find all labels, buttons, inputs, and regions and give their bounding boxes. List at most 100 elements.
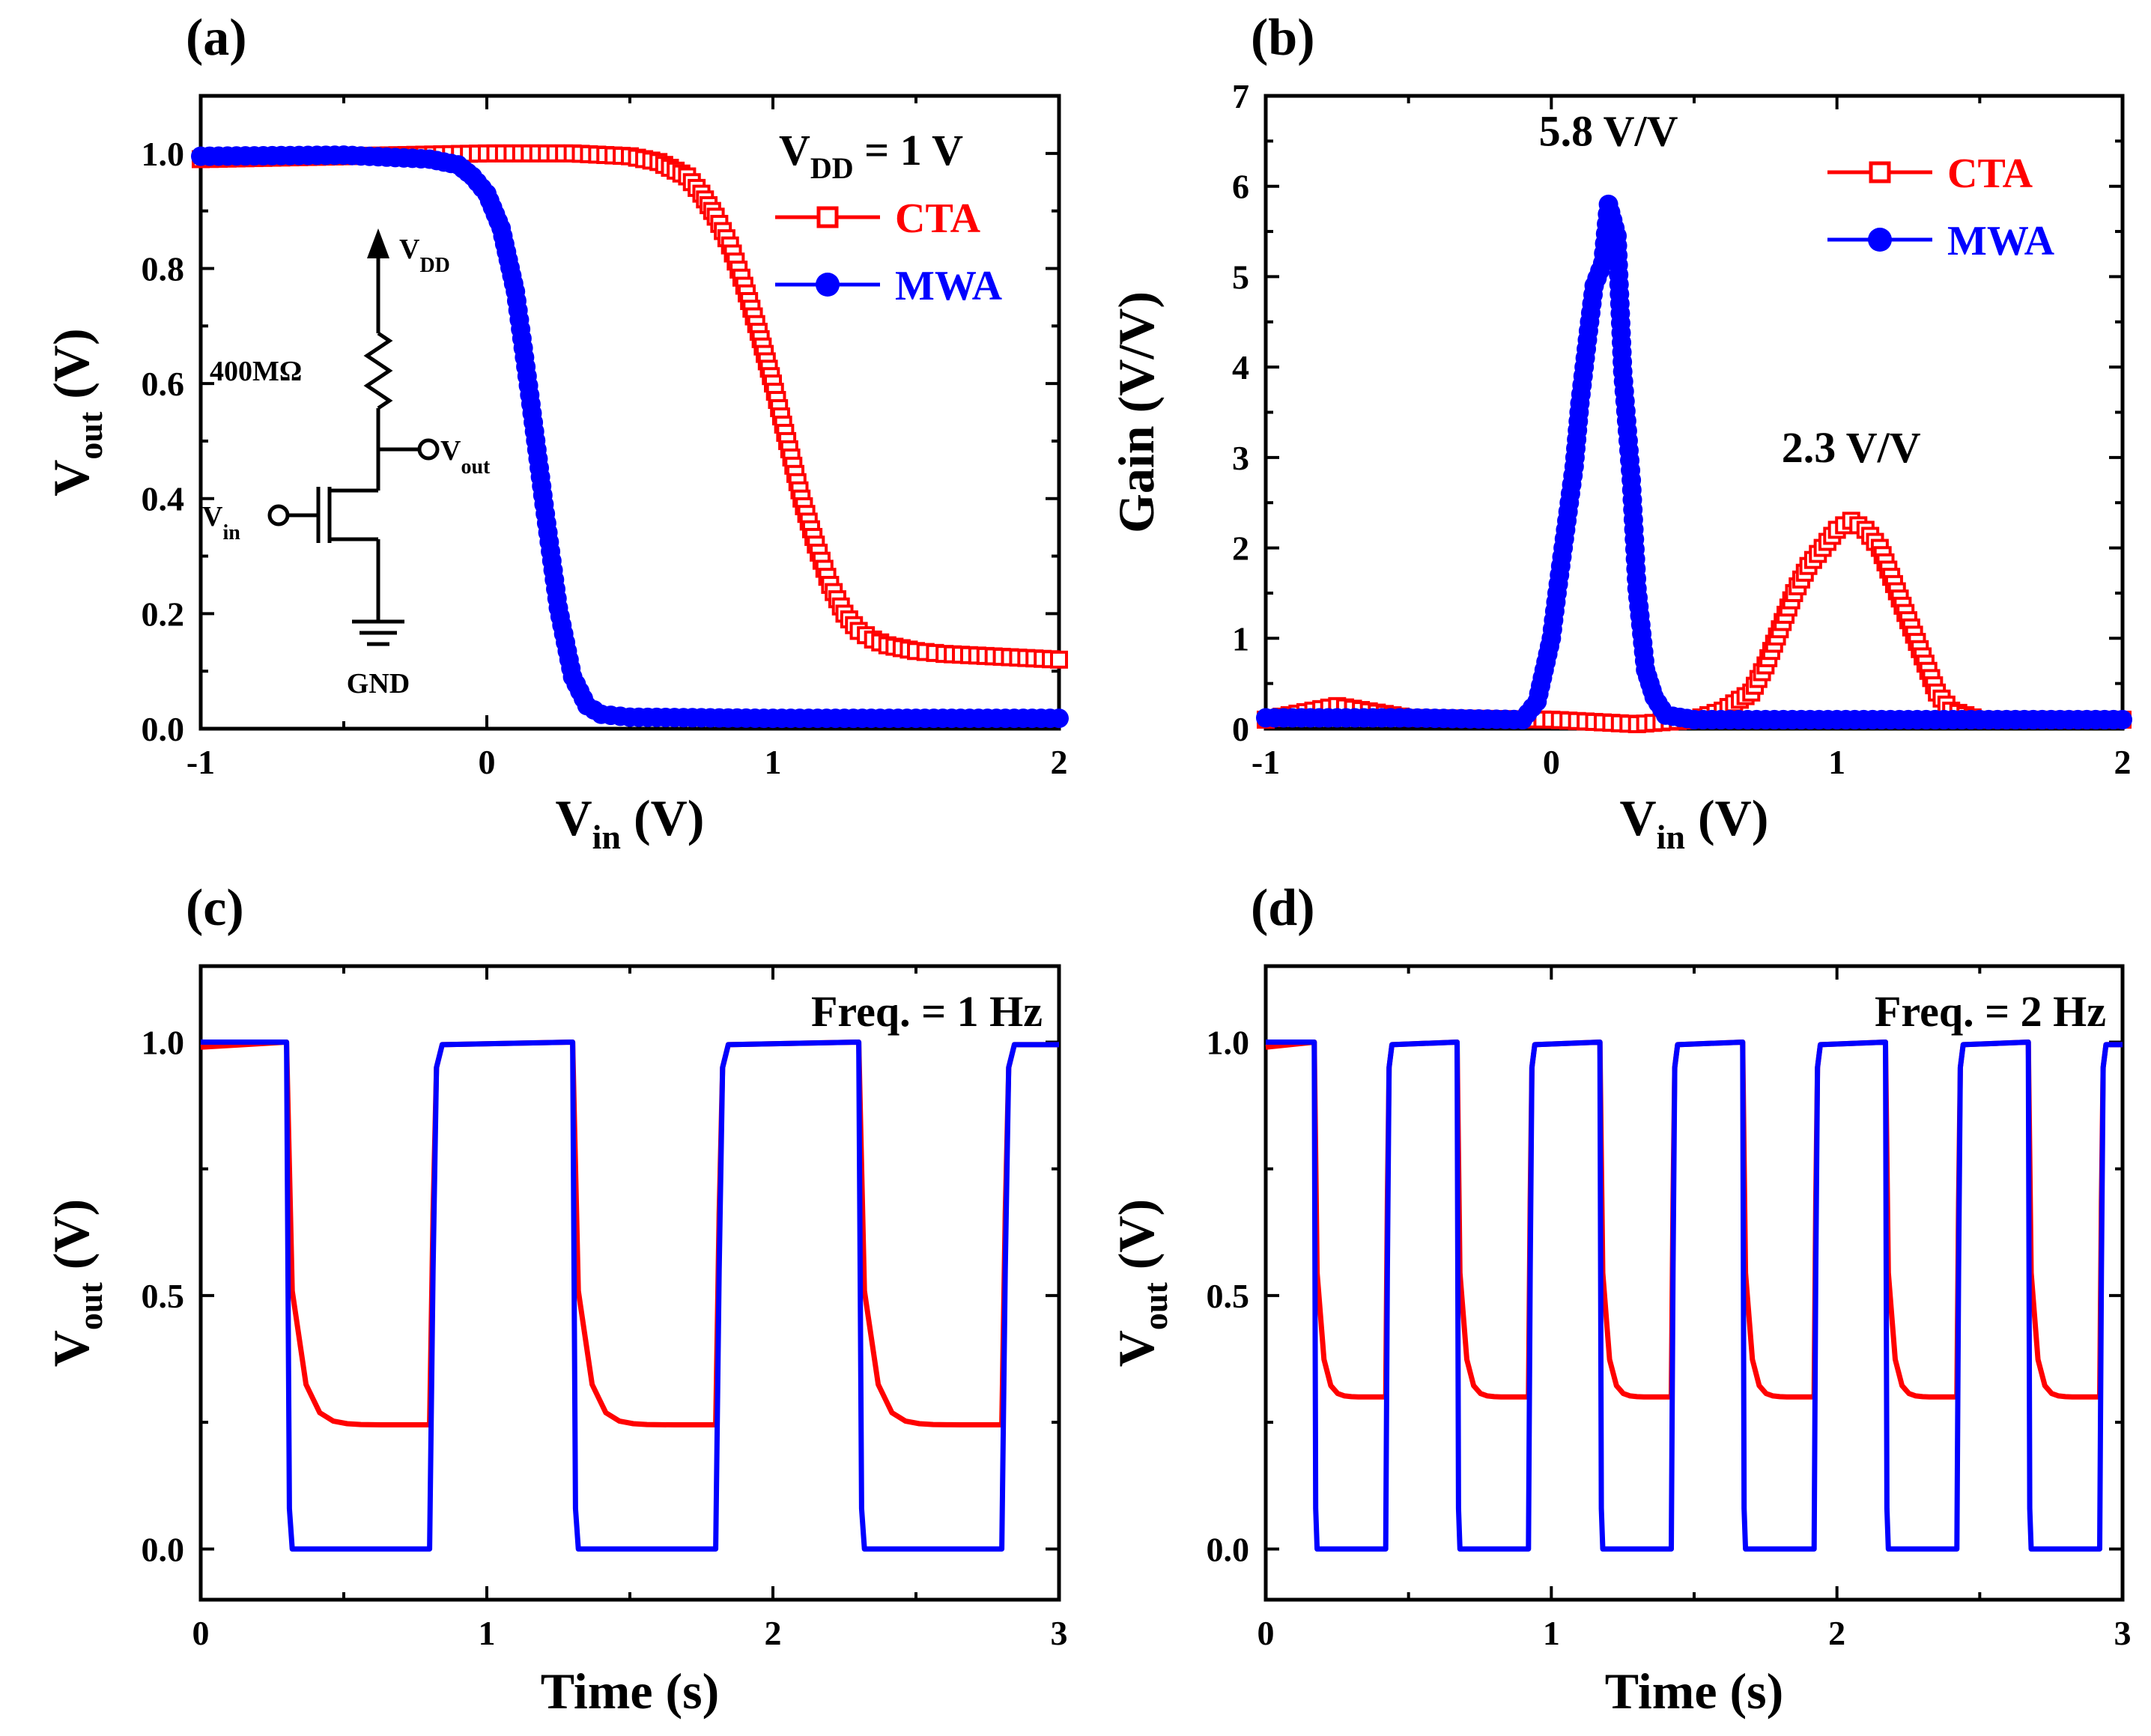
resistor-icon <box>363 331 393 410</box>
y-tick-label: 0.0 <box>1207 1530 1250 1568</box>
y-axis-title-sub: out <box>71 1282 109 1331</box>
series-line-cta <box>200 1040 1059 1427</box>
series-line-mwa <box>201 1040 1059 1552</box>
y-axis-title-group: Gain (V/V) <box>1108 291 1165 533</box>
resistor-label: 400MΩ <box>210 356 302 387</box>
x-tick-label: 1 <box>1543 1614 1560 1652</box>
y-tick-label: 0.6 <box>142 365 185 403</box>
y-tick-label: 0.5 <box>1207 1277 1250 1315</box>
series-group-c <box>200 1040 1059 1552</box>
x-tick-label: 1 <box>1828 743 1845 781</box>
x-axis-title-main: V <box>556 789 592 846</box>
legend-label-mwa: MWA <box>1947 218 2055 264</box>
vout-label-main: V <box>440 435 461 467</box>
y-tick-label: 0.4 <box>142 480 185 518</box>
y-tick-label: 7 <box>1232 77 1249 115</box>
panel-d: 0 1 2 3 0.0 0.5 1.0 (d) Time (s) Vout (V) Freq. = … <box>1108 879 2132 1720</box>
y-tick-label: 6 <box>1232 168 1249 206</box>
panel-label: (d) <box>1251 879 1315 937</box>
y-tick-label: 3 <box>1232 439 1249 477</box>
y-tick-label: 1.0 <box>1207 1024 1250 1062</box>
peak-annotation-mwa: 5.8 V/V <box>1539 106 1678 155</box>
y-axis-title-sub: out <box>1136 1282 1174 1331</box>
x-tick-label: -1 <box>186 743 215 781</box>
y-axis-title-rest: (V) <box>43 1199 100 1282</box>
x-axis-title: Time (s) <box>1605 1663 1784 1720</box>
plot-frame <box>198 964 1061 1602</box>
vin-label-main: V <box>202 501 223 532</box>
x-tick-label: -1 <box>1252 743 1280 781</box>
x-tick-label: 3 <box>1051 1614 1068 1652</box>
x-tick-label: 1 <box>479 1614 496 1652</box>
legend-marker-cta <box>1869 161 1891 183</box>
y-axis-title: Vout (V) <box>1108 1199 1174 1367</box>
y-axis-title: Gain (V/V) <box>1108 291 1165 533</box>
vout-label: Vout <box>440 435 491 479</box>
gnd-label: GND <box>347 668 410 699</box>
peak-annotation-cta: 2.3 V/V <box>1782 423 1921 472</box>
legend-marker-mwa <box>1868 228 1892 252</box>
vin-terminal-icon <box>267 504 290 526</box>
vdd-annotation-rest: = 1 V <box>854 126 964 174</box>
panel-label: (c) <box>186 879 244 937</box>
y-axis-title: Vout (V) <box>43 328 109 496</box>
marker-cta <box>1050 650 1068 669</box>
y-axis-title-group: Vout (V) <box>43 328 109 496</box>
series-group-a <box>191 144 1069 729</box>
x-tick-label: 2 <box>2114 743 2132 781</box>
series-line-cta <box>1265 1040 2123 1400</box>
y-tick-label: 0.2 <box>142 595 185 633</box>
y-axis-title-rest: (V) <box>1108 1199 1165 1282</box>
x-axis-title-sub: in <box>1657 818 1685 856</box>
y-axis-title-main: V <box>43 1330 100 1367</box>
series-line-mwa <box>1266 204 2123 721</box>
x-tick-label: 1 <box>765 743 782 781</box>
x-tick-label: 0 <box>192 1614 210 1652</box>
y-tick-label: 0 <box>1232 710 1249 748</box>
y-tick-label: 5 <box>1232 258 1249 296</box>
y-tick-label: 2 <box>1232 529 1249 568</box>
vin-label-sub: in <box>222 521 240 544</box>
series-group-b <box>1256 194 2132 733</box>
x-axis-title-sub: in <box>592 818 621 856</box>
vdd-arrow-icon <box>367 228 389 258</box>
vout-label-sub: out <box>461 455 491 479</box>
vin-label: Vin <box>202 501 240 544</box>
y-tick-label: 1.0 <box>142 1024 185 1062</box>
legend-label-mwa: MWA <box>895 263 1003 309</box>
y-axis-title-group: Vout (V) <box>1108 1199 1174 1367</box>
y-tick-label: 0.5 <box>142 1277 185 1315</box>
x-tick-label: 2 <box>765 1614 782 1652</box>
x-axis-title-rest: (V) <box>1685 789 1768 846</box>
panel-a: -1 0 1 20.00.20.40.60.81.0(a)Vin (V)Vout (V… <box>43 9 1069 856</box>
frequency-annotation: Freq. = 2 Hz <box>1875 987 2106 1036</box>
x-axis-title: Vin (V) <box>556 789 705 856</box>
x-axis-title: Time (s) <box>541 1663 720 1720</box>
x-axis-title-main: V <box>1620 789 1657 846</box>
legend-label-cta: CTA <box>1947 151 2033 197</box>
x-tick-label: 3 <box>2114 1614 2132 1652</box>
y-axis-title-sub: out <box>71 411 109 460</box>
plot-frame <box>198 94 1061 731</box>
vdd-annotation: VDD = 1 V <box>779 126 963 185</box>
x-tick-label: 0 <box>479 743 496 781</box>
x-tick-label: 2 <box>1828 1614 1845 1652</box>
x-tick-label: 0 <box>1257 1614 1275 1652</box>
marker-mwa <box>1049 708 1069 729</box>
legend-label-cta: CTA <box>895 195 981 242</box>
panel-label: (b) <box>1251 9 1315 67</box>
series-line-cta <box>1265 518 2123 726</box>
y-axis-title-group: Vout (V) <box>43 1199 109 1367</box>
legend-marker-cta <box>816 206 839 228</box>
x-tick-label: 0 <box>1543 743 1560 781</box>
frequency-annotation: Freq. = 1 Hz <box>811 987 1043 1036</box>
y-tick-label: 0.8 <box>142 249 185 288</box>
vdd-annotation-sub: DD <box>810 151 854 185</box>
y-axis-title-main: V <box>43 460 100 497</box>
vdd-label: VDD <box>399 234 450 277</box>
vdd-annotation-main: V <box>779 126 810 174</box>
vout-terminal-icon <box>417 438 440 461</box>
y-axis-title-main: V <box>1108 1330 1165 1367</box>
panel-label: (a) <box>186 9 247 67</box>
